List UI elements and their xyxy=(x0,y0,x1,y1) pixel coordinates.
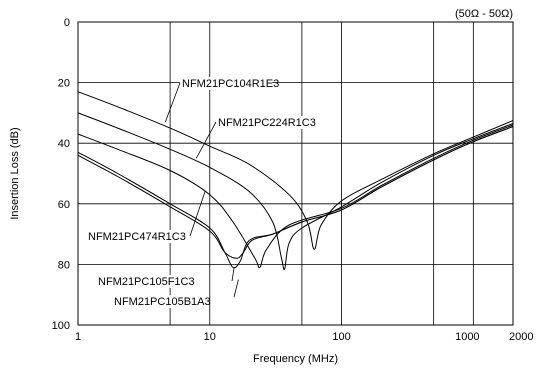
series-label-bg xyxy=(112,295,205,308)
x-tick-labels: 1 10 100 1000 2000 xyxy=(75,331,534,343)
series-curves xyxy=(77,91,514,271)
series-label: NFM21PC104R1E3 xyxy=(182,78,279,90)
x-tick-label: 1 xyxy=(75,331,81,343)
x-tick-label: 10 xyxy=(204,331,216,343)
y-tick-label: 40 xyxy=(58,138,70,150)
leader-line xyxy=(195,121,217,159)
x-axis-title: Frequency (MHz) xyxy=(253,353,338,365)
series-line-nfm21pc224r1c3 xyxy=(77,112,514,271)
label-leader-lines xyxy=(164,82,239,298)
x-tick-label: 2000 xyxy=(509,331,533,343)
series-label: NFM21PC474R1C3 xyxy=(88,231,186,243)
grid-lines xyxy=(78,22,513,325)
y-axis-title: Insertion Loss (dB) xyxy=(9,127,21,219)
y-tick-label: 100 xyxy=(52,320,70,332)
series-line-nfm21pc105b1a3 xyxy=(77,126,514,259)
leader-line xyxy=(189,191,206,237)
series-line-nfm21pc474r1c3 xyxy=(77,124,514,269)
plot-frame xyxy=(77,21,514,326)
leader-line xyxy=(233,279,239,298)
series-label-bg xyxy=(180,77,273,90)
series-label: NFM21PC105B1A3 xyxy=(114,296,211,308)
y-tick-label: 80 xyxy=(58,259,70,271)
y-tick-label: 0 xyxy=(64,17,70,29)
leader-line xyxy=(231,267,235,282)
y-tick-label: 60 xyxy=(58,199,70,211)
leader-line xyxy=(164,82,181,123)
series-label-bg xyxy=(96,275,189,288)
impedance-annotation: (50Ω - 50Ω) xyxy=(455,8,513,20)
series-labels: NFM21PC104R1E3 NFM21PC224R1C3 NFM21PC474R1… xyxy=(86,77,316,308)
series-label: NFM21PC105F1C3 xyxy=(98,276,195,288)
series-label-bg xyxy=(86,230,179,243)
series-label-bg xyxy=(216,116,309,129)
y-tick-labels: 0 20 40 60 80 100 xyxy=(52,17,70,332)
x-tick-label: 100 xyxy=(332,331,350,343)
series-label: NFM21PC224R1C3 xyxy=(218,117,316,129)
y-tick-label: 20 xyxy=(58,78,70,90)
series-line-nfm21pc104r1e3 xyxy=(77,91,514,250)
x-tick-label: 1000 xyxy=(455,331,479,343)
